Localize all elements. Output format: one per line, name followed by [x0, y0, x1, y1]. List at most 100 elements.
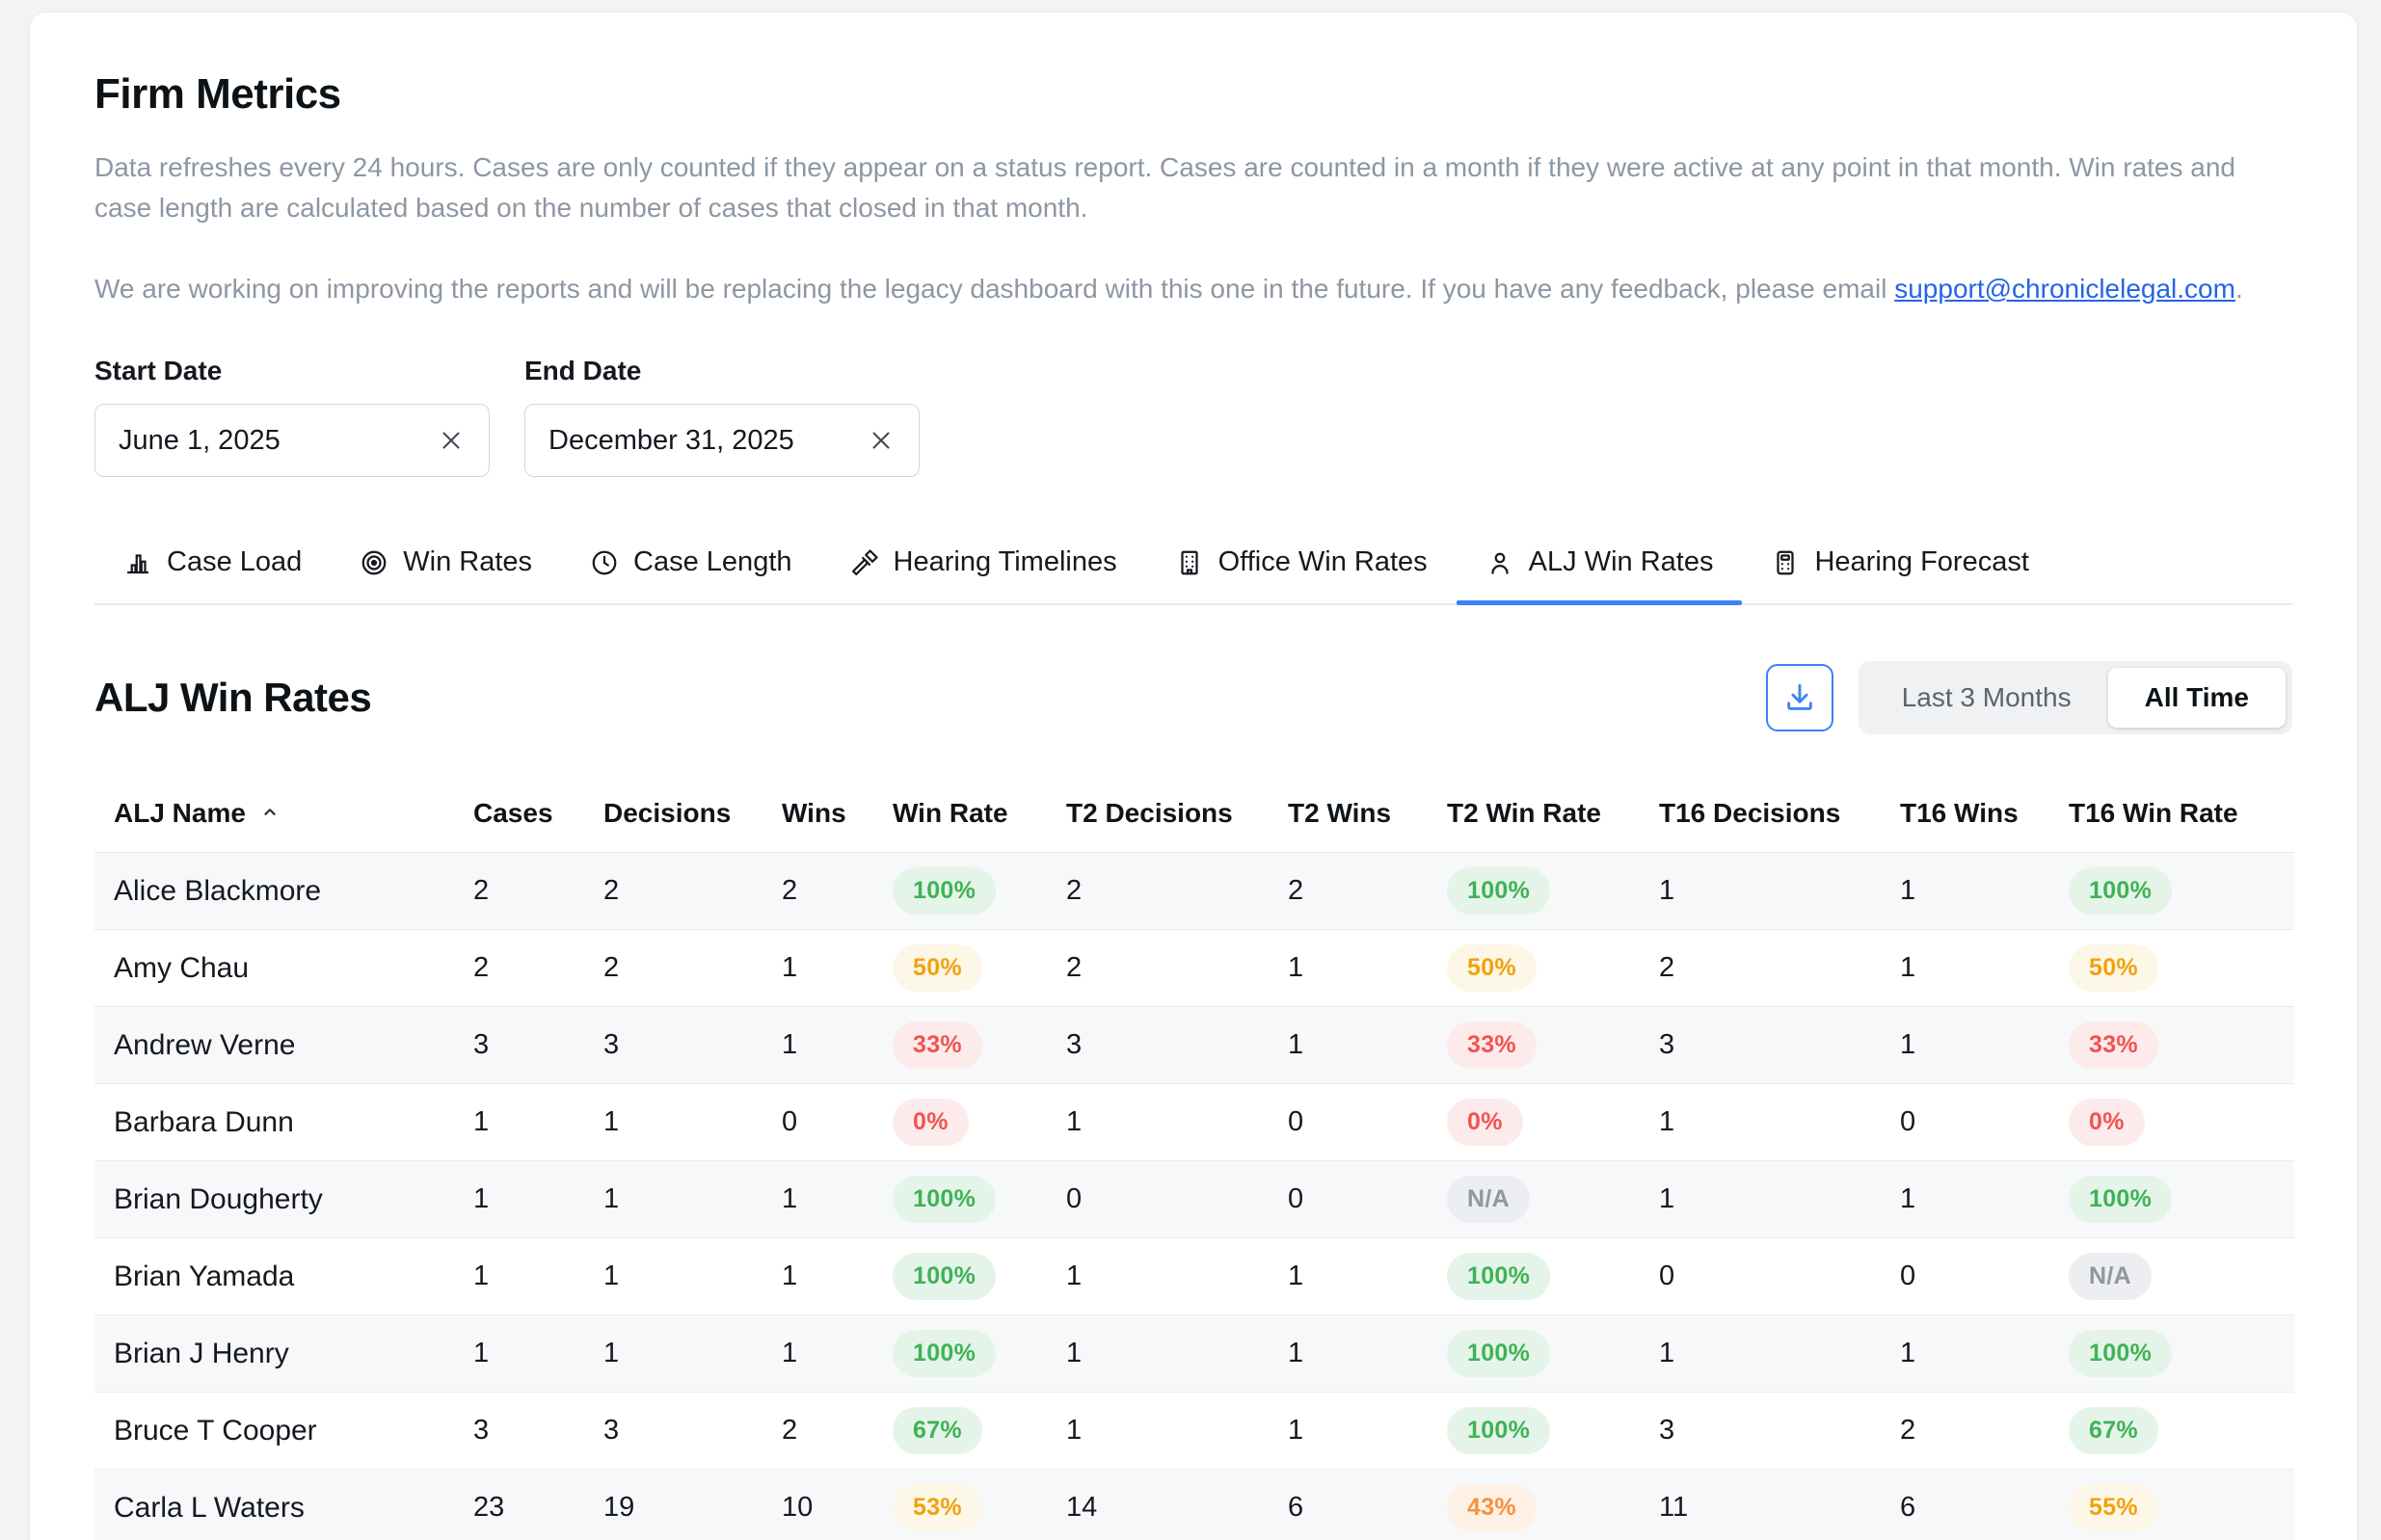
end-date-label: End Date	[524, 356, 642, 385]
download-button[interactable]	[1765, 664, 1833, 731]
t16-win-rate-cell: 100%	[2069, 1315, 2294, 1393]
tab-office-win-rates[interactable]: Office Win Rates	[1146, 531, 1457, 603]
t2-decisions-cell: 1	[1066, 1106, 1083, 1137]
tab-label: Case Load	[167, 546, 303, 577]
end-date-input[interactable]: December 31, 2025	[524, 404, 920, 477]
t2-win-rate-badge: 100%	[1447, 1330, 1551, 1377]
column-header-wins[interactable]: Wins	[782, 779, 893, 853]
clear-end-date-icon[interactable]	[867, 426, 896, 455]
t2-win-rate-cell: 50%	[1447, 930, 1659, 1007]
t2-decisions-cell: 1	[1066, 1261, 1083, 1291]
wins-cell: 1	[782, 1029, 798, 1060]
description-paragraph: Data refreshes every 24 hours. Cases are…	[94, 152, 2235, 223]
t2-wins-cell: 1	[1288, 1415, 1304, 1446]
column-header-cases[interactable]: Cases	[473, 779, 603, 853]
win-rate-cell: 100%	[893, 853, 1066, 930]
t16-wins-cell: 0	[1900, 1106, 1916, 1137]
column-header-t16-win-rate[interactable]: T16 Win Rate	[2069, 779, 2294, 853]
t2-wins-cell: 1	[1288, 1261, 1304, 1291]
wins-cell: 10	[782, 1492, 814, 1523]
wins-cell: 1	[782, 1261, 798, 1291]
table-row: Brian Yamada 1 1 1 100% 1 1 100% 0 0 N/A	[94, 1237, 2294, 1315]
cases-cell: 1	[473, 1338, 490, 1368]
section-title: ALJ Win Rates	[94, 675, 372, 720]
column-header-t2-decisions[interactable]: T2 Decisions	[1066, 779, 1288, 853]
column-header-label: T16 Decisions	[1659, 798, 1841, 828]
column-header-decisions[interactable]: Decisions	[603, 779, 782, 853]
support-email-link[interactable]: support@chroniclelegal.com	[1894, 274, 2235, 304]
table-row: Alice Blackmore 2 2 2 100% 2 2 100% 1 1 100%	[94, 852, 2294, 930]
win-rate-badge: 50%	[893, 944, 982, 992]
target-icon	[360, 548, 388, 577]
t2-win-rate-cell: 100%	[1447, 1315, 1659, 1393]
t2-decisions-cell: 3	[1066, 1029, 1083, 1060]
tab-hearing-forecast[interactable]: Hearing Forecast	[1742, 531, 2057, 603]
column-header-alj-name[interactable]: ALJ Name	[94, 779, 473, 853]
column-header-win-rate[interactable]: Win Rate	[893, 779, 1066, 853]
cases-cell: 3	[473, 1029, 490, 1060]
toggle-option-last-3-months[interactable]: Last 3 Months	[1901, 682, 2072, 712]
cases-cell: 2	[473, 875, 490, 906]
start-date-label: Start Date	[94, 356, 223, 385]
alj-name-cell: Brian Yamada	[114, 1260, 295, 1292]
t16-win-rate-cell: 50%	[2069, 930, 2294, 1007]
column-header-t2-win-rate[interactable]: T2 Win Rate	[1447, 779, 1659, 853]
page-title: Firm Metrics	[94, 70, 341, 118]
wins-cell: 1	[782, 1338, 798, 1368]
decisions-cell: 19	[603, 1492, 635, 1523]
table-row: Carla L Waters 23 19 10 53% 14 6 43% 11 6 55%	[94, 1469, 2294, 1540]
t16-wins-cell: 1	[1900, 1029, 1916, 1060]
tab-label: Office Win Rates	[1217, 546, 1428, 577]
t16-decisions-cell: 2	[1659, 952, 1675, 983]
tab-case-load[interactable]: Case Load	[94, 531, 331, 603]
alj-name-cell: Bruce T Cooper	[114, 1414, 317, 1447]
end-date-value: December 31, 2025	[548, 424, 794, 456]
alj-name-cell: Barbara Dunn	[114, 1105, 294, 1138]
t2-win-rate-badge: 50%	[1447, 944, 1537, 992]
firm-metrics-card: Firm Metrics Data refreshes every 24 hou…	[29, 12, 2358, 1540]
tab-alj-win-rates[interactable]: ALJ Win Rates	[1456, 531, 1743, 605]
t2-win-rate-cell: 0%	[1447, 1084, 1659, 1161]
section-header: ALJ Win Rates Last 3 Months All Time	[94, 661, 2292, 734]
tab-bar: Case Load Win Rates Case Length Hearing Tim…	[94, 531, 2292, 605]
t16-wins-cell: 1	[1900, 875, 1916, 906]
win-rate-cell: 100%	[893, 1238, 1066, 1315]
t16-win-rate-badge: 33%	[2069, 1022, 2158, 1069]
calculator-icon	[1771, 548, 1800, 577]
bar-chart-icon	[123, 548, 152, 577]
tab-win-rates[interactable]: Win Rates	[331, 531, 561, 603]
download-icon	[1786, 683, 1812, 710]
t2-decisions-cell: 1	[1066, 1415, 1083, 1446]
t2-decisions-cell: 2	[1066, 875, 1083, 906]
table-row: Bruce T Cooper 3 3 2 67% 1 1 100% 3 2 67%	[94, 1392, 2294, 1470]
t16-win-rate-badge: 67%	[2069, 1407, 2158, 1454]
decisions-cell: 1	[603, 1183, 620, 1214]
tab-case-length[interactable]: Case Length	[561, 531, 820, 603]
column-header-t2-wins[interactable]: T2 Wins	[1288, 779, 1447, 853]
column-header-t16-wins[interactable]: T16 Wins	[1900, 779, 2069, 853]
column-header-label: Wins	[782, 798, 846, 828]
t2-wins-cell: 1	[1288, 1029, 1304, 1060]
decisions-cell: 2	[603, 875, 620, 906]
t2-wins-cell: 1	[1288, 952, 1304, 983]
t16-wins-cell: 2	[1900, 1415, 1916, 1446]
t16-decisions-cell: 1	[1659, 1338, 1675, 1368]
clear-start-date-icon[interactable]	[437, 426, 466, 455]
t16-wins-cell: 1	[1900, 952, 1916, 983]
t2-win-rate-cell: N/A	[1447, 1161, 1659, 1238]
t16-win-rate-badge: 0%	[2069, 1099, 2145, 1146]
t2-decisions-cell: 14	[1066, 1492, 1098, 1523]
building-icon	[1175, 548, 1204, 577]
start-date-input[interactable]: June 1, 2025	[94, 404, 490, 477]
range-toggle: Last 3 Months All Time	[1858, 661, 2292, 734]
tab-label: Hearing Timelines	[893, 546, 1117, 577]
alj-name-cell: Andrew Verne	[114, 1028, 296, 1061]
column-header-label: T2 Win Rate	[1447, 798, 1601, 828]
date-filters: Start Date June 1, 2025 End Date Decembe…	[94, 356, 2292, 477]
tab-hearing-timelines[interactable]: Hearing Timelines	[821, 531, 1146, 603]
wins-cell: 1	[782, 952, 798, 983]
column-header-t16-decisions[interactable]: T16 Decisions	[1659, 779, 1900, 853]
win-rate-badge: 0%	[893, 1099, 969, 1146]
toggle-option-all-time[interactable]: All Time	[2107, 668, 2286, 728]
t16-decisions-cell: 11	[1659, 1492, 1689, 1523]
